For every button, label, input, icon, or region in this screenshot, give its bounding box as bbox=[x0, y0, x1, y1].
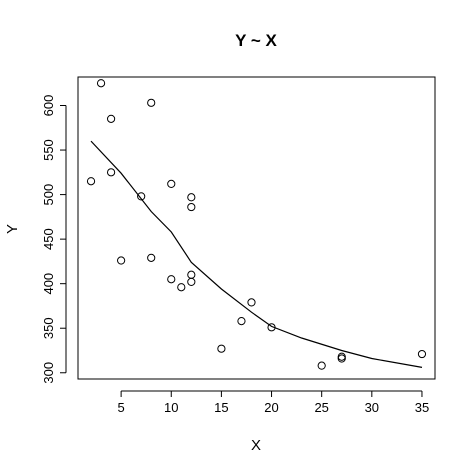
smooth-line-layer bbox=[90, 140, 423, 368]
data-point bbox=[337, 354, 346, 363]
data-point bbox=[417, 349, 427, 359]
x-axis-label: X bbox=[251, 437, 261, 454]
plot-frame bbox=[77, 76, 436, 380]
y-axis-label: Y bbox=[4, 224, 21, 234]
data-point bbox=[267, 323, 276, 332]
data-point bbox=[187, 193, 196, 202]
data-point bbox=[147, 98, 156, 107]
data-point bbox=[106, 168, 116, 177]
x-tick-label: 5 bbox=[118, 400, 125, 415]
data-point bbox=[247, 298, 256, 307]
x-tick-label: 25 bbox=[314, 400, 328, 415]
data-point bbox=[96, 79, 106, 88]
data-point bbox=[187, 270, 196, 279]
data-point bbox=[237, 316, 246, 326]
y-tick-label: 500 bbox=[41, 184, 56, 206]
y-axis: 300 350 400 450 500 550 600 bbox=[41, 95, 67, 384]
y-tick-label: 400 bbox=[41, 273, 56, 295]
data-point bbox=[117, 256, 126, 265]
x-tick-label: 15 bbox=[214, 400, 228, 415]
x-tick-label: 30 bbox=[365, 400, 379, 415]
x-tick-label: 20 bbox=[264, 400, 278, 415]
data-point bbox=[167, 275, 176, 284]
y-tick-label: 350 bbox=[41, 317, 56, 339]
data-point bbox=[187, 277, 196, 286]
data-point bbox=[337, 352, 346, 361]
data-point bbox=[177, 283, 186, 292]
y-tick-label: 550 bbox=[41, 139, 56, 161]
data-point bbox=[147, 253, 156, 262]
smooth-line bbox=[90, 140, 423, 368]
data-points-layer bbox=[86, 79, 427, 370]
y-tick-label: 600 bbox=[41, 95, 56, 117]
x-tick-label: 35 bbox=[415, 400, 429, 415]
x-tick-label: 10 bbox=[164, 400, 178, 415]
data-point bbox=[317, 361, 326, 370]
data-point bbox=[106, 114, 116, 123]
y-tick-label: 450 bbox=[41, 228, 56, 250]
data-point bbox=[167, 179, 176, 189]
data-point bbox=[86, 177, 96, 186]
x-axis: 5 10 15 20 25 30 35 bbox=[118, 390, 429, 415]
chart-title: Y ~ X bbox=[235, 31, 277, 50]
data-point bbox=[187, 202, 196, 212]
data-point bbox=[217, 344, 226, 353]
y-tick-label: 300 bbox=[41, 362, 56, 384]
data-point bbox=[137, 192, 146, 201]
